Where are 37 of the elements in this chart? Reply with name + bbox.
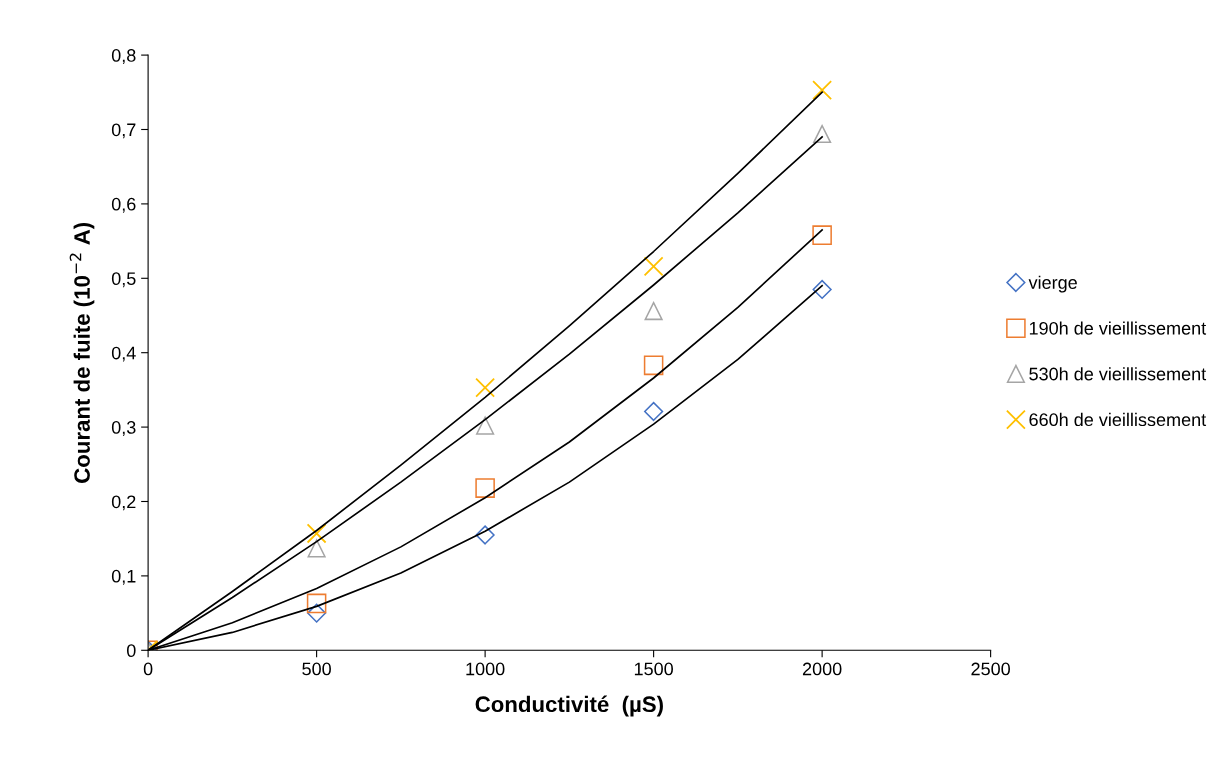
y-tick-label: 0,7 [111, 123, 136, 139]
point [643, 355, 664, 376]
legend-label: 660h de vieillissement [1029, 412, 1207, 427]
y-tick-label: 0,3 [111, 421, 136, 436]
legend-label: vierge [1028, 275, 1077, 293]
point [475, 377, 496, 398]
x-tick-label: 2500 [971, 662, 1010, 676]
y-axis-title: Courant de fuite (10$^{−2}$ A) [69, 222, 95, 483]
y-tick-label: 0,6 [111, 197, 136, 213]
point [306, 523, 327, 544]
point [475, 478, 495, 498]
point [476, 416, 495, 435]
point [812, 80, 833, 100]
y-tick-label: 0,2 [111, 495, 136, 511]
point [812, 279, 832, 300]
y-tick-label: 0,1 [111, 569, 136, 585]
point [307, 603, 327, 623]
x-tick-label: 2000 [802, 662, 842, 676]
point [306, 593, 327, 614]
x-tick-label: 1000 [466, 662, 505, 676]
x-tick-label: 0 [143, 662, 153, 676]
x-axis-title: Conductivité (µS) [475, 695, 663, 717]
y-tick-label: 0,4 [111, 346, 136, 362]
legend-label: 190h de vieillissement [1029, 321, 1207, 335]
y-tick-label: 0,8 [111, 49, 136, 64]
x-tick-label: 500 [302, 662, 331, 676]
y-tick-label: 0,5 [111, 272, 136, 288]
point [644, 401, 664, 422]
point [813, 124, 832, 144]
y-tick-label: 0 [126, 644, 136, 658]
point [643, 256, 664, 277]
point [812, 225, 832, 245]
point [307, 539, 326, 558]
x-tick-label: 1500 [634, 662, 673, 676]
legend-label: 530h de vieillissement [1029, 367, 1207, 381]
point [475, 525, 495, 545]
point [644, 301, 663, 321]
